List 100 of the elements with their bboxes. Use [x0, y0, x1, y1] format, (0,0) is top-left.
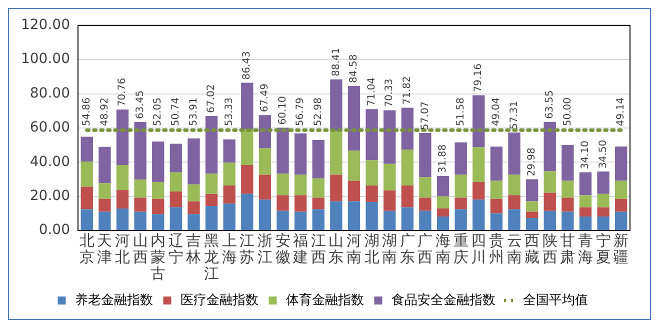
bar: [508, 209, 520, 230]
bar: [98, 212, 111, 230]
bar: [223, 162, 236, 186]
bar: [490, 146, 503, 181]
bar: [134, 198, 146, 212]
bar: [134, 212, 146, 230]
bar: [579, 207, 592, 216]
bar: [116, 208, 129, 230]
bar: [276, 128, 289, 174]
legend-label: 养老金融指数: [74, 292, 153, 308]
total-label: 49.14: [616, 98, 627, 126]
bar: [526, 212, 538, 218]
total-label: 86.43: [242, 51, 253, 80]
bar: [526, 179, 538, 202]
bar: [615, 212, 628, 230]
x-tick-label: 吉林: [185, 232, 202, 266]
bar: [116, 190, 129, 208]
total-label: 56.79: [295, 98, 306, 126]
bar: [348, 201, 360, 230]
bar: [472, 200, 485, 230]
bar: [366, 109, 378, 160]
total-label: 53.33: [224, 98, 235, 126]
bar: [472, 182, 485, 200]
bar: [80, 209, 93, 230]
x-tick-label: 天津: [97, 232, 112, 266]
bar: [330, 131, 342, 175]
x-tick-label: 内蒙古: [150, 232, 166, 283]
bar: [366, 202, 378, 230]
bar: [170, 207, 182, 230]
bar: [330, 174, 342, 202]
bar: [472, 95, 485, 148]
bar: [170, 192, 182, 208]
bar: [615, 180, 628, 199]
bar: [116, 110, 129, 166]
x-tick-label: 四川: [471, 232, 486, 266]
total-label: 57.07: [420, 101, 431, 130]
x-tick-label: 安徽: [275, 232, 290, 266]
bar: [294, 133, 307, 175]
legend-label: 食品安全金融指数: [391, 292, 496, 308]
bar: [436, 216, 450, 230]
total-label: 34.10: [580, 140, 592, 170]
y-tick-label: 40.00: [30, 154, 70, 170]
bar: [205, 116, 218, 174]
bar: [223, 204, 236, 230]
bar: [294, 174, 307, 196]
bar: [170, 172, 182, 192]
bar: [188, 184, 200, 202]
total-label: 54.86: [81, 98, 92, 126]
x-tick-label: 湖南: [382, 232, 398, 266]
bar: [454, 198, 467, 210]
bar: [276, 210, 289, 230]
total-label: 50.00: [562, 98, 574, 126]
bar: [526, 218, 538, 230]
bar: [544, 210, 556, 230]
bar: [152, 214, 164, 230]
legend-label: 体育金融指数: [286, 292, 364, 308]
bar: [562, 145, 574, 181]
x-tick-label: 辽宁: [168, 232, 184, 266]
total-label: 63.55: [544, 90, 556, 119]
bar: [223, 139, 236, 163]
total-label: 71.82: [402, 76, 414, 105]
bar: [544, 122, 556, 172]
bar: [312, 209, 324, 230]
total-label: 88.41: [330, 48, 342, 76]
bar: [80, 186, 93, 210]
bar: [436, 208, 450, 216]
bar: [80, 161, 93, 187]
x-tick-label: 青海: [578, 232, 593, 266]
y-tick-label: 80.00: [30, 85, 70, 102]
bar: [526, 201, 538, 212]
x-tick-label: 云南: [506, 232, 522, 266]
bar: [401, 149, 414, 186]
x-tick-label: 新疆: [614, 232, 629, 266]
y-tick-label: 20.00: [30, 188, 70, 204]
bar: [223, 186, 236, 204]
bar: [134, 180, 146, 198]
bar: [597, 194, 610, 208]
bar: [188, 201, 200, 214]
bar: [579, 195, 592, 208]
total-label: 31.88: [438, 144, 449, 174]
total-label: 48.92: [99, 98, 110, 126]
bar: [384, 110, 396, 164]
bar: [152, 198, 164, 214]
bar: [258, 174, 272, 200]
bar: [615, 198, 628, 212]
bar: [472, 147, 485, 182]
bar: [98, 146, 111, 184]
x-tick-label: 北京: [79, 232, 94, 266]
bar: [312, 178, 324, 198]
total-label: 70.76: [117, 78, 128, 107]
bar: [152, 142, 164, 182]
x-tick-label: 贵州: [488, 232, 504, 266]
bar: [276, 174, 289, 196]
total-label: 49.04: [491, 98, 502, 126]
x-tick-label: 宁夏: [596, 232, 611, 266]
bar: [508, 195, 520, 210]
bar: [205, 206, 218, 230]
total-label: 29.98: [526, 148, 538, 176]
total-label: 52.05: [152, 98, 164, 126]
total-label: 53.91: [188, 98, 200, 126]
